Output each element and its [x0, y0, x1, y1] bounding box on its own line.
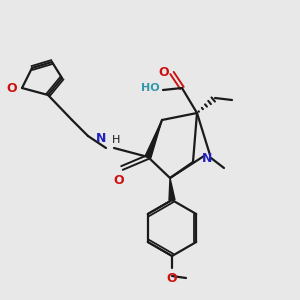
Polygon shape [169, 178, 175, 200]
Text: O: O [6, 82, 17, 94]
Polygon shape [145, 120, 162, 158]
Text: O: O [167, 272, 177, 285]
Text: H: H [112, 135, 120, 145]
Text: HO: HO [141, 83, 160, 93]
Text: O: O [114, 174, 124, 187]
Text: N: N [202, 152, 212, 164]
Text: N: N [96, 132, 106, 145]
Text: O: O [158, 67, 169, 80]
